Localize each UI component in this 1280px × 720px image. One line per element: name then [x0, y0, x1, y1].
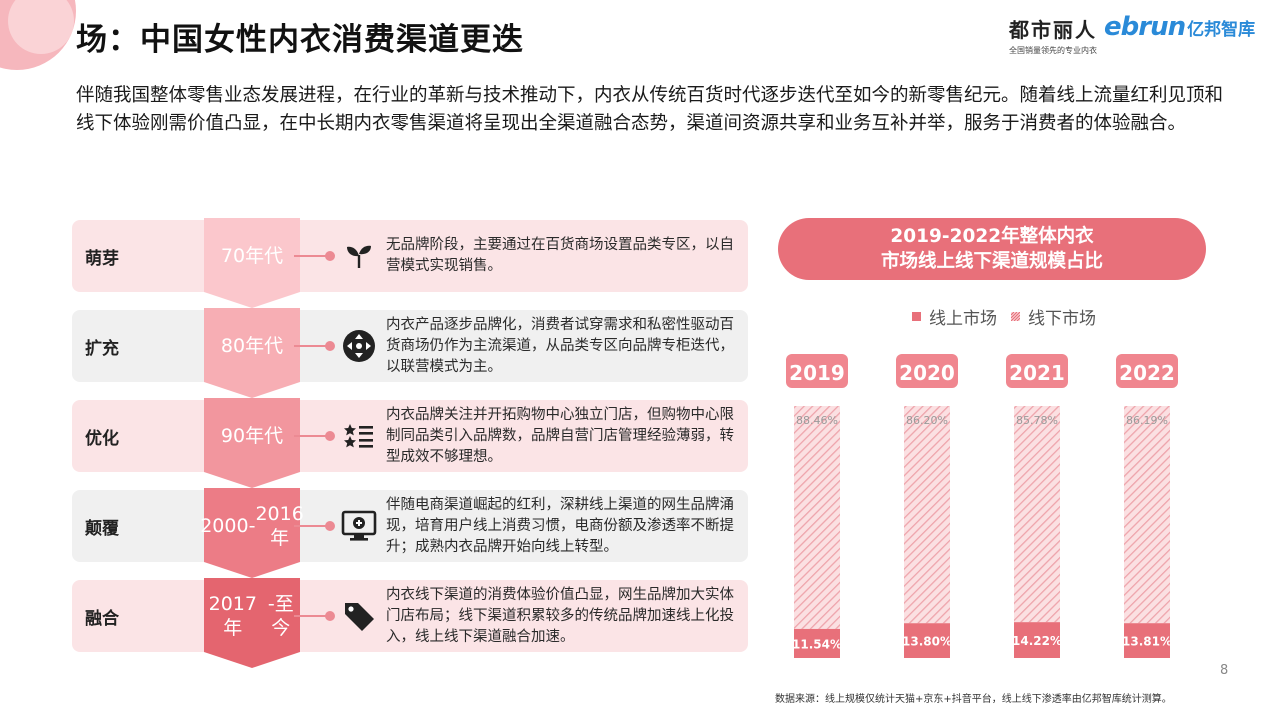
legend-label-online: 线上市场	[929, 309, 997, 329]
ebrun-wordmark: ebrun	[1104, 12, 1186, 42]
brand-a-name: 都市丽人	[1009, 18, 1097, 42]
bar-label-offline: 86.19%	[1126, 414, 1168, 427]
timeline-era-line: 70年代	[220, 245, 284, 267]
legend-swatch-online	[912, 312, 921, 321]
timeline-connector	[294, 255, 328, 257]
timeline-dot	[325, 611, 335, 621]
data-source-note: 数据来源：线上规模仅统计天猫+京东+抖音平台，线上线下渗透率由亿邦智库统计测算。	[775, 694, 1172, 705]
bar-label-online: 11.54%	[792, 637, 842, 651]
timeline-stage-label: 扩充	[85, 338, 119, 359]
timeline-era-line: 90年代	[220, 425, 284, 447]
timeline-description: 内衣品牌关注并开拓购物中心独立门店，但购物中心限制同品类引入品牌数，品牌自营门店…	[386, 406, 734, 465]
bar-offline	[1124, 406, 1170, 624]
timeline-row: 颠覆 2000- 2016年 伴随电商渠道崛起的红利，深耕线上渠道的网生品牌涌现，培育…	[72, 488, 748, 578]
bar-online	[1014, 622, 1060, 658]
timeline-connector	[294, 525, 328, 527]
bar-label-online: 14.22%	[1012, 634, 1062, 648]
expand-icon	[340, 327, 378, 365]
timeline-description: 内衣线下渠道的消费体验价值凸显，网生品牌加大实体门店布局；线下渠道积累较多的传统…	[386, 586, 734, 645]
timeline-era: 80年代	[204, 310, 300, 382]
star-list-icon	[340, 417, 378, 455]
timeline-era-line: 2000-	[200, 515, 256, 537]
timeline-era-line: -至今	[267, 593, 294, 639]
corner-decoration-inner	[8, 0, 74, 54]
timeline-arrow	[204, 488, 300, 578]
year-badge	[896, 354, 958, 388]
timeline-era: 70年代	[204, 220, 300, 292]
intro-paragraph: 伴随我国整体零售业态发展进程，在行业的革新与技术推动下，内衣从传统百货时代逐步迭…	[76, 85, 1224, 134]
timeline-era: 2000- 2016年	[200, 490, 304, 562]
timeline-description: 内衣产品逐步品牌化，消费者试穿需求和私密性驱动百货商场仍作为主流渠道，从品类专区…	[386, 316, 734, 375]
timeline-row-background	[72, 310, 748, 382]
timeline-description: 伴随电商渠道崛起的红利，深耕线上渠道的网生品牌涌现，培育用户线上消费习惯，电商份…	[386, 496, 734, 555]
ebrun-logo: ebrun 亿邦智库	[1104, 12, 1255, 42]
timeline-dot	[325, 521, 335, 531]
timeline-row-background	[72, 490, 748, 562]
brand-a-slogan: 全国销量领先的专业内衣	[1009, 46, 1097, 55]
timeline-description: 无品牌阶段，主要通过在百货商场设置品类专区，以自营模式实现销售。	[386, 237, 734, 274]
bar-label-offline: 86.20%	[906, 414, 948, 427]
monitor-icon	[340, 507, 378, 545]
timeline-era: 90年代	[204, 400, 300, 472]
timeline-connector	[294, 345, 328, 347]
timeline-stage-label: 萌芽	[85, 248, 119, 269]
timeline-dot	[325, 431, 335, 441]
legend-item-online: 线上市场	[912, 304, 997, 329]
timeline-era-line: 2016年	[255, 503, 304, 549]
channel-share-chart: 2019 88.46% 11.54% 2020 86.20% 13.80% 2021 85.7…	[786, 354, 1178, 658]
bar-online	[794, 628, 840, 658]
timeline-arrow	[204, 308, 300, 398]
legend-label-offline: 线下市场	[1028, 309, 1096, 329]
bar-online	[1124, 623, 1170, 658]
timeline-era-line: 80年代	[220, 335, 284, 357]
timeline-era: 2017年 -至今	[204, 580, 300, 652]
timeline-row: 优化 90年代 内衣品牌关注并开拓购物中心独立门店，但购物中心限制同品类引入品牌数，…	[72, 398, 748, 488]
timeline-connector	[294, 615, 328, 617]
timeline-arrow	[204, 218, 300, 308]
year-badge	[1006, 354, 1068, 388]
bar-online	[904, 623, 950, 658]
timeline-stage-label: 融合	[85, 608, 119, 629]
legend-item-offline: 线下市场	[1011, 304, 1096, 329]
page-number: 8	[1220, 663, 1229, 678]
chart-title-line2: 市场线上线下渠道规模占比	[880, 251, 1103, 272]
bar-offline	[904, 406, 950, 624]
bar-label-online: 13.81%	[1122, 635, 1172, 649]
bar-label-offline: 88.46%	[796, 414, 838, 427]
chart-title: 2019-2022年整体内衣 市场线上线下渠道规模占比	[778, 218, 1206, 280]
chart-legend: 线上市场 线下市场	[912, 304, 1110, 329]
legend-swatch-offline	[1011, 312, 1020, 321]
timeline-connector	[294, 435, 328, 437]
timeline-era-line: 2017年	[208, 593, 257, 639]
year-label: 2021	[1009, 361, 1065, 385]
timeline-row: 萌芽 70年代 无品牌阶段，主要通过在百货商场设置品类专区，以自营模式实现销售。	[72, 218, 748, 308]
timeline-arrow	[204, 578, 300, 668]
timeline-row: 扩充 80年代 内衣产品逐步品牌化，消费者试穿需求和私密性驱动百货商场仍作为主流渠道…	[72, 308, 748, 398]
timeline-arrow	[204, 398, 300, 488]
sprout-icon	[340, 237, 378, 275]
year-label: 2020	[899, 361, 955, 385]
timeline-dot	[325, 341, 335, 351]
bar-label-offline: 85.78%	[1016, 414, 1058, 427]
timeline-row-background	[72, 400, 748, 472]
timeline-stage-label: 优化	[85, 428, 119, 449]
bar-label-online: 13.80%	[902, 635, 952, 649]
timeline-row: 融合 2017年 -至今 内衣线下渠道的消费体验价值凸显，网生品牌加大实体门店布局；线…	[72, 578, 748, 668]
timeline-row-background	[72, 580, 748, 652]
page-title: 场：中国女性内衣消费渠道更迭	[76, 22, 524, 58]
bar-offline	[794, 406, 840, 629]
year-badge	[1116, 354, 1178, 388]
price-tag-icon	[340, 597, 378, 635]
timeline-stage-label: 颠覆	[85, 518, 119, 539]
year-badge	[786, 354, 848, 388]
dushi-liren-logo: 都市丽人 全国销量领先的专业内衣	[998, 14, 1108, 56]
year-label: 2019	[789, 361, 845, 385]
chart-title-line1: 2019-2022年整体内衣	[890, 226, 1094, 247]
timeline-row-background	[72, 220, 748, 292]
year-label: 2022	[1119, 361, 1175, 385]
bar-offline	[1014, 406, 1060, 623]
timeline-dot	[325, 251, 335, 261]
brand-b-name: 亿邦智库	[1187, 20, 1256, 40]
